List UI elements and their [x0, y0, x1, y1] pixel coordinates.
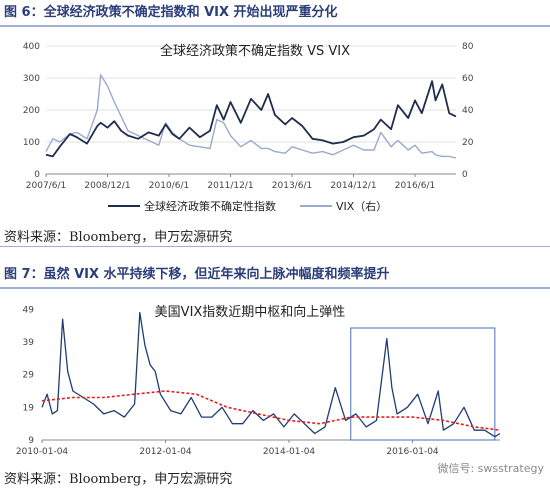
chart7-y-tick: 29 — [23, 371, 35, 381]
chart6-x-tick: 2007/6/1 — [26, 181, 66, 191]
chart7-y-tick: 49 — [23, 305, 35, 315]
chart6-legend-policy: 全球经济政策不确定性指数 — [144, 199, 276, 213]
chart6-x-tick: 2014/12/1 — [330, 181, 376, 191]
chart7-y-tick: 9 — [28, 436, 34, 446]
chart6-y-right-tick: 0 — [462, 170, 468, 180]
chart6-x-tick: 2008/12/1 — [84, 181, 130, 191]
figure6-source: 资料来源：Bloomberg，申万宏源研究 — [4, 230, 233, 245]
chart6-y-right-tick: 60 — [462, 74, 474, 84]
chart6-svg: 0 100 200 300 400 0 20 40 60 80 2007/6/1 2008/12/1 2… — [23, 42, 474, 213]
chart7-y-tick: 19 — [23, 403, 35, 413]
chart7-x-tick: 2010-01-04 — [16, 447, 69, 457]
chart7-x-tick: 2016-01-04 — [386, 447, 439, 457]
chart6-x-tick: 2013/6/1 — [272, 181, 312, 191]
chart6-series-policy-index-line — [45, 80, 457, 158]
chart6-y-left-tick: 200 — [23, 106, 40, 116]
figure6-header-rule — [0, 25, 550, 27]
figure7-header-rule — [0, 287, 550, 289]
chart7-title: 美国VIX指数近期中枢和向上弹性 — [155, 304, 346, 320]
chart6-y-right-tick: 20 — [462, 138, 474, 148]
chart6-title: 全球经济政策不确定指数 VS VIX — [160, 43, 350, 59]
chart7-y-tick: 39 — [23, 338, 35, 348]
chart6-y-right-tick: 40 — [462, 106, 474, 116]
chart6-series-vix-line — [45, 74, 457, 159]
figure6-bottom-rule — [0, 246, 550, 247]
figure7-source: 资料来源：Bloomberg，申万宏源研究 — [4, 472, 233, 487]
chart6-legend-vix: VIX（右） — [336, 199, 387, 213]
chart6-x-tick: 2011/12/1 — [207, 181, 253, 191]
chart6-y-left-tick: 300 — [23, 74, 40, 84]
chart7-svg: 9 19 29 39 49 2010-01-04 2012-01-04 2014-01-04 2… — [16, 304, 501, 457]
chart6-y-right-tick: 80 — [462, 42, 474, 52]
chart7-series-trend-line — [41, 390, 501, 431]
chart6-y-left-tick: 400 — [23, 42, 40, 52]
chart6-x-tick: 2016/6/1 — [395, 181, 435, 191]
chart6-y-left-tick: 100 — [23, 138, 40, 148]
chart6-y-left-tick: 0 — [34, 170, 40, 180]
chart7-x-tick: 2014-01-04 — [263, 447, 316, 457]
figure7-watermark: 微信号: swsstrategy — [437, 462, 544, 475]
figure7-header: 图 7：虽然 VIX 水平持续下移，但近年来向上脉冲幅度和频率提升 — [4, 267, 390, 282]
chart7-series-vix-line — [41, 311, 501, 438]
chart7-x-tick: 2012-01-04 — [139, 447, 192, 457]
chart6-x-tick: 2010/6/1 — [149, 181, 189, 191]
chart7-highlight-box — [350, 327, 496, 441]
figure6-header: 图 6：全球经济政策不确定指数和 VIX 开始出现严重分化 — [4, 5, 338, 20]
